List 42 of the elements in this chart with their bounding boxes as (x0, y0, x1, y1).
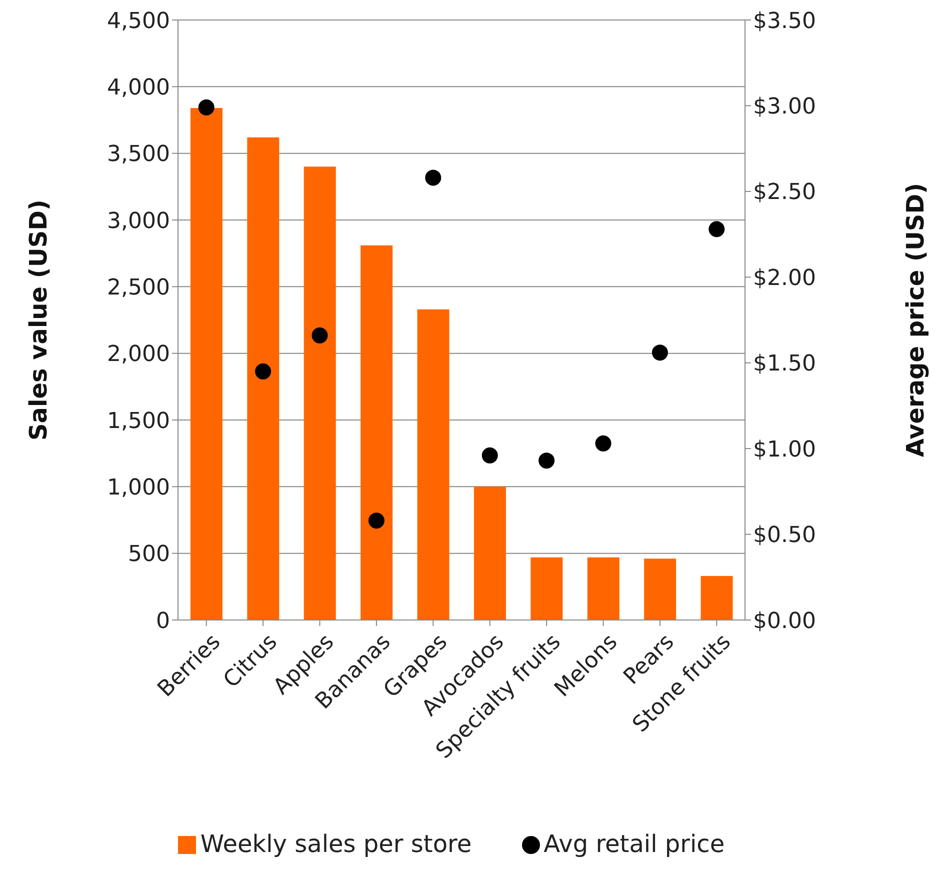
bar (644, 558, 676, 620)
bar (587, 557, 620, 620)
bar (700, 576, 733, 620)
y-axis-title: Sales value (USD) (24, 199, 53, 441)
y-tick-label: 2,500 (107, 275, 170, 300)
y2-tick-label: $3.50 (753, 8, 816, 34)
point (708, 221, 725, 238)
y-tick-label: 3,500 (107, 142, 170, 168)
point (482, 447, 498, 464)
bar (530, 557, 563, 620)
y2-tick-label: $1.00 (753, 437, 816, 462)
bar (304, 166, 336, 620)
y-tick-label: 3,000 (107, 208, 170, 234)
y2-tick-label: $0.00 (753, 608, 816, 634)
point (198, 99, 214, 116)
bar (190, 108, 222, 620)
y2-tick-label: $0.50 (753, 523, 816, 548)
y2-tick-label: $1.50 (753, 352, 816, 377)
y2-tick-label: $2.50 (753, 180, 816, 206)
y-tick-label: 2,000 (107, 342, 170, 368)
point (312, 327, 328, 344)
y2-tick-label: $3.00 (753, 94, 816, 120)
y-tick-label: 1,500 (107, 408, 170, 434)
y-tick-label: 1,000 (107, 475, 170, 500)
y2-axis-title: Average price (USD) (902, 182, 930, 458)
bar (247, 137, 280, 620)
bar (474, 486, 506, 620)
y2-tick-label: $2.00 (753, 266, 816, 291)
point (425, 170, 442, 186)
point (255, 363, 272, 380)
bar (360, 245, 393, 620)
y-tick-label: 500 (128, 542, 170, 568)
legend-label: Avg retail price (544, 830, 725, 858)
y-tick-label: 0 (156, 608, 170, 634)
y-tick-label: 4,000 (107, 75, 170, 100)
bar (417, 309, 450, 620)
point (595, 435, 612, 452)
y-tick-label: 4,500 (107, 8, 170, 34)
point (538, 452, 555, 469)
point (368, 512, 384, 529)
point (652, 344, 668, 361)
legend-label: Weekly sales per store (200, 830, 472, 858)
